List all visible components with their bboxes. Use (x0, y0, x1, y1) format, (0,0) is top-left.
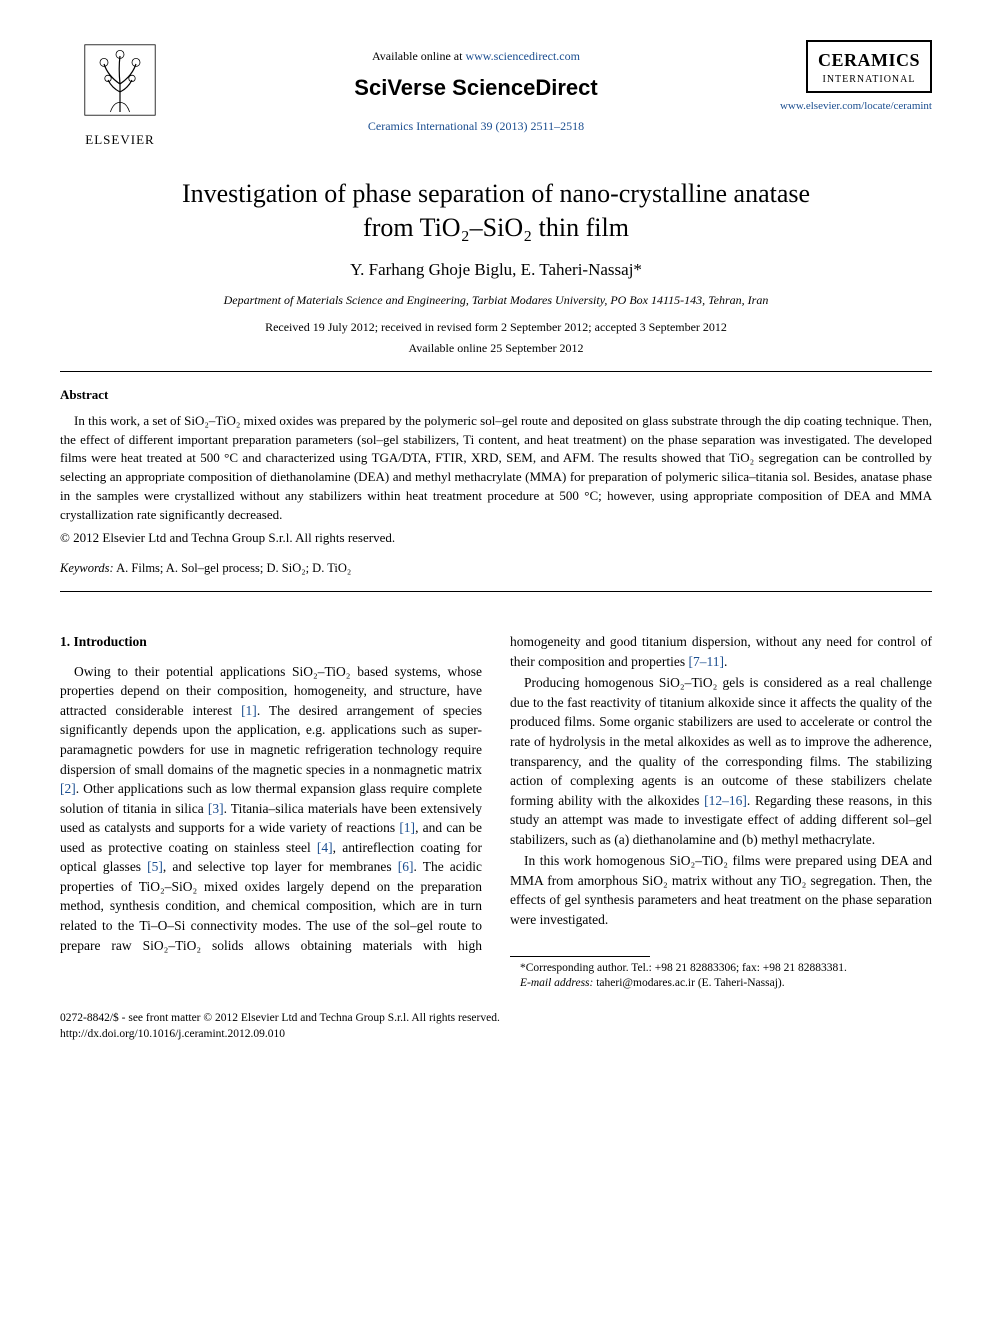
keywords-label: Keywords: (60, 561, 114, 575)
footnote-separator (510, 956, 650, 957)
intro-para-2: Producing homogenous SiO₂–TiO₂ gels is c… (510, 673, 932, 849)
article-body: 1. Introduction Owing to their potential… (60, 632, 932, 991)
article-title-line1: Investigation of phase separation of nan… (182, 179, 810, 208)
journal-homepage-link[interactable]: www.elsevier.com/locate/ceramint (772, 99, 932, 114)
available-online-prefix: Available online at (372, 49, 465, 63)
available-online-text: Available online at www.sciencedirect.co… (180, 48, 772, 65)
rule-above-abstract (60, 371, 932, 372)
doi-link[interactable]: http://dx.doi.org/10.1016/j.ceramint.201… (60, 1026, 932, 1042)
history-dates-line2: Available online 25 September 2012 (60, 340, 932, 357)
footnote-corr: *Corresponding author. Tel.: +98 21 8288… (510, 961, 932, 977)
authors: Y. Farhang Ghoje Biglu, E. Taheri-Nassaj… (60, 258, 932, 282)
ceramics-subtitle: INTERNATIONAL (818, 73, 920, 87)
ref-1[interactable]: [1] (241, 703, 257, 718)
elsevier-label: ELSEVIER (60, 131, 180, 149)
keywords-value: A. Films; A. Sol–gel process; D. SiO₂; D… (114, 561, 352, 575)
footnote-email: E-mail address: taheri@modares.ac.ir (E.… (510, 976, 932, 992)
abstract-body: In this work, a set of SiO₂–TiO₂ mixed o… (60, 412, 932, 548)
keywords-line: Keywords: A. Films; A. Sol–gel process; … (60, 560, 932, 578)
ref-7-11[interactable]: [7–11] (688, 654, 724, 669)
abstract-copyright: © 2012 Elsevier Ltd and Techna Group S.r… (60, 529, 932, 548)
ref-3[interactable]: [3] (208, 801, 224, 816)
corresponding-author-footnote: *Corresponding author. Tel.: +98 21 8288… (510, 961, 932, 992)
affiliation: Department of Materials Science and Engi… (60, 292, 932, 309)
ref-2[interactable]: [2] (60, 781, 76, 796)
intro-para-3: In this work homogenous SiO₂–TiO₂ films … (510, 851, 932, 929)
ref-6[interactable]: [6] (398, 859, 414, 874)
sciverse-logo-text: SciVerse ScienceDirect (180, 73, 772, 104)
footnote-email-label: E-mail address: (520, 977, 593, 989)
article-title-line2: from TiO₂–SiO₂ thin film (363, 213, 629, 242)
abstract-text: In this work, a set of SiO₂–TiO₂ mixed o… (60, 412, 932, 525)
sciencedirect-link[interactable]: www.sciencedirect.com (465, 49, 580, 63)
history-dates-line1: Received 19 July 2012; received in revis… (60, 319, 932, 336)
elsevier-tree-icon (80, 40, 160, 120)
article-title: Investigation of phase separation of nan… (60, 177, 932, 245)
ceramics-logo-box: CERAMICS INTERNATIONAL (806, 40, 932, 93)
ref-5[interactable]: [5] (147, 859, 163, 874)
abstract-heading: Abstract (60, 386, 932, 404)
ref-4[interactable]: [4] (317, 840, 333, 855)
rule-below-abstract (60, 591, 932, 592)
journal-logo-block: CERAMICS INTERNATIONAL www.elsevier.com/… (772, 40, 932, 115)
ref-1b[interactable]: [1] (399, 820, 415, 835)
journal-header: ELSEVIER Available online at www.science… (60, 40, 932, 149)
ref-12-16[interactable]: [12–16] (704, 793, 747, 808)
elsevier-logo-block: ELSEVIER (60, 40, 180, 149)
section-1-heading: 1. Introduction (60, 632, 482, 652)
footnote-email-value: taheri@modares.ac.ir (E. Taheri-Nassaj). (593, 977, 784, 989)
header-center: Available online at www.sciencedirect.co… (180, 40, 772, 134)
issn-copyright-line: 0272-8842/$ - see front matter © 2012 El… (60, 1010, 932, 1026)
ceramics-title: CERAMICS (818, 48, 920, 73)
front-matter-footer: 0272-8842/$ - see front matter © 2012 El… (60, 1010, 932, 1042)
journal-reference[interactable]: Ceramics International 39 (2013) 2511–25… (180, 118, 772, 135)
